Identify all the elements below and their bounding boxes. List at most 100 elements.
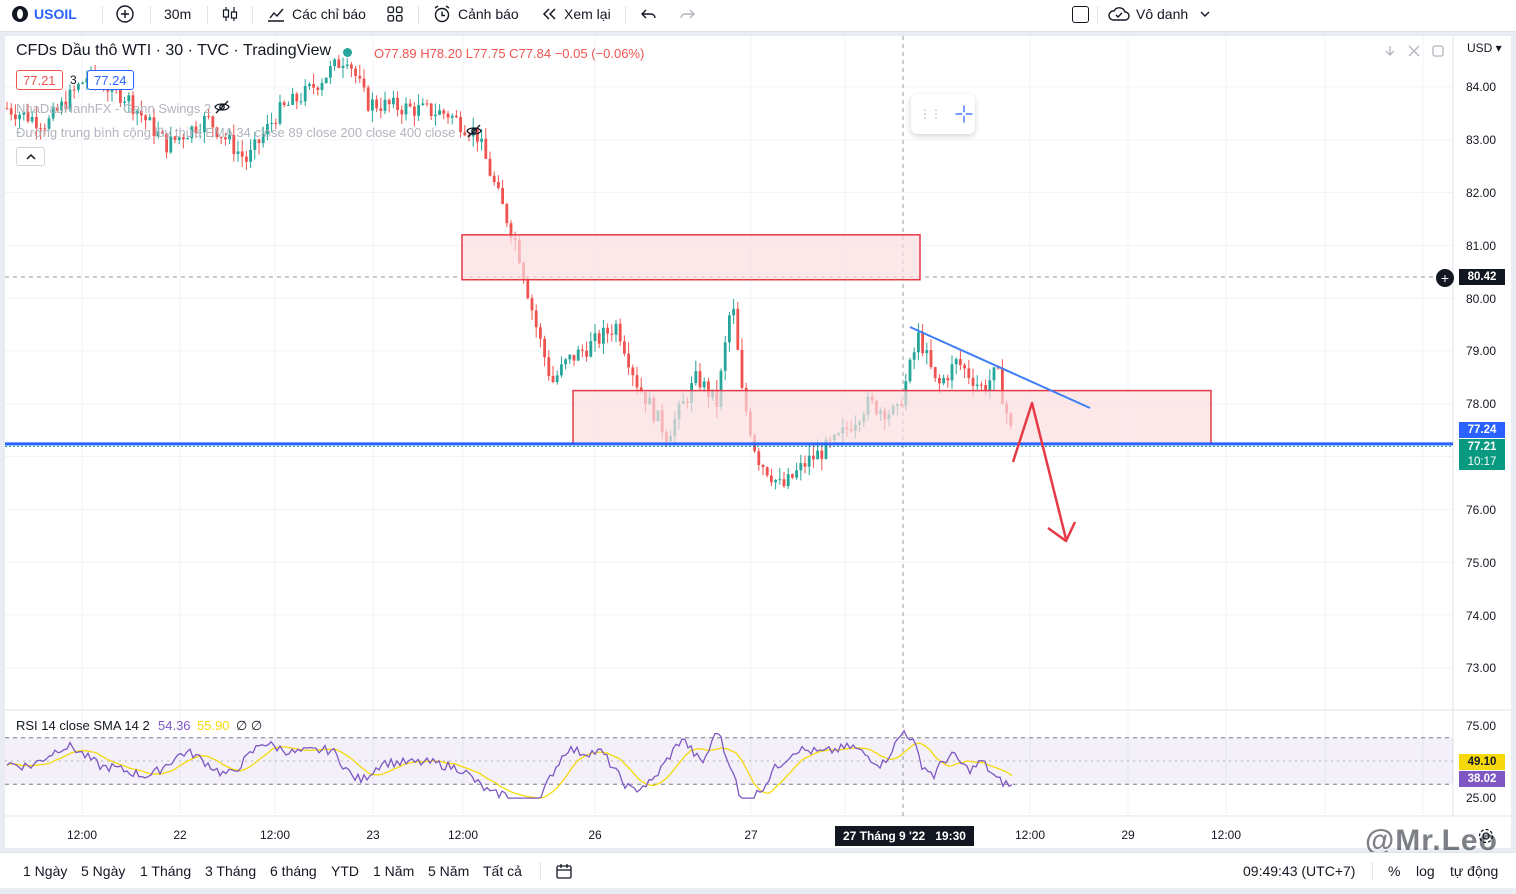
- chart-type-button[interactable]: [220, 0, 240, 28]
- time-axis-label: 12:00: [66, 828, 98, 842]
- alert-button[interactable]: Cảnh báo: [432, 0, 519, 28]
- candle-body: [476, 128, 479, 142]
- eye-off-icon[interactable]: [465, 122, 483, 143]
- candle-body: [169, 136, 173, 153]
- indicator-ema-label: Đường trung bình cộng lũy thừa EMA 34 cl…: [16, 125, 456, 140]
- currency-selector[interactable]: USD ▾: [1467, 41, 1502, 55]
- eye-off-icon[interactable]: [213, 98, 231, 120]
- calendar-range-icon: [556, 864, 572, 879]
- candle-body: [72, 89, 76, 91]
- candle-body: [463, 132, 467, 136]
- candle-body: [501, 188, 504, 205]
- candle-body: [131, 95, 135, 114]
- maximize-pane-icon[interactable]: [1431, 44, 1445, 58]
- candle-body: [967, 368, 971, 378]
- crosshair-icon[interactable]: [953, 101, 975, 127]
- bottom-toolbar: 1 Ngày 5 Ngày 1 Tháng 3 Tháng 6 tháng YTD 1 Nă…: [0, 852, 1516, 888]
- crosshair-plus-button[interactable]: +: [1436, 269, 1454, 287]
- move-down-icon[interactable]: [1383, 44, 1397, 58]
- log-toggle[interactable]: log: [1416, 863, 1435, 879]
- fullscreen-checkbox[interactable]: [1072, 0, 1089, 28]
- candle-body: [329, 66, 332, 78]
- range-button[interactable]: Tất cả: [483, 863, 522, 879]
- indicators-button[interactable]: Các chỉ báo: [266, 0, 366, 28]
- sell-price-button[interactable]: 77.21: [16, 70, 63, 90]
- candle-body: [988, 380, 992, 391]
- time-axis-label: 27: [744, 828, 758, 842]
- auto-scale-toggle[interactable]: tự động: [1450, 863, 1499, 879]
- candle-body: [203, 115, 206, 133]
- candle-body: [177, 137, 181, 140]
- candle-body: [366, 87, 370, 111]
- collapse-pane-icon[interactable]: [1407, 44, 1421, 58]
- candle-body: [127, 95, 131, 102]
- forecast-arrowhead: [1047, 521, 1077, 543]
- candle-body: [728, 315, 731, 343]
- candle-body: [585, 350, 588, 357]
- crosshair-time-label: 27 Tháng 9 '22 19:30: [835, 826, 974, 846]
- range-button[interactable]: 6 tháng: [270, 863, 317, 879]
- candle-body: [303, 86, 307, 102]
- range-button[interactable]: 1 Năm: [373, 863, 415, 879]
- interval-button[interactable]: 30m: [164, 6, 192, 22]
- candle-body: [186, 138, 189, 140]
- range-button[interactable]: 3 Tháng: [205, 863, 257, 879]
- undo-button[interactable]: [640, 0, 658, 28]
- candle-body: [278, 102, 282, 124]
- candle-body: [564, 359, 567, 365]
- candle-body: [429, 103, 433, 117]
- candle-body: [597, 333, 601, 344]
- range-button[interactable]: 5 Năm: [428, 863, 470, 879]
- redo-button[interactable]: [678, 0, 696, 28]
- candle-body: [282, 102, 286, 106]
- compare-button[interactable]: [115, 0, 135, 28]
- candle-body: [312, 83, 315, 88]
- settings-gear-icon[interactable]: [1477, 827, 1495, 845]
- candle-body: [152, 117, 156, 137]
- date-range-button[interactable]: [555, 853, 573, 889]
- range-button[interactable]: YTD: [331, 863, 359, 879]
- clock-timezone[interactable]: 09:49:43 (UTC+7): [1243, 863, 1356, 879]
- alarm-clock-icon: [434, 5, 450, 23]
- candle-body: [404, 103, 408, 115]
- candle-body: [291, 93, 294, 105]
- candle-body: [438, 110, 441, 115]
- candle-body: [106, 90, 110, 92]
- candle-body: [576, 349, 580, 361]
- price-axis-label: 80.00: [1466, 292, 1497, 306]
- chart-canvas[interactable]: [5, 36, 1511, 848]
- watermark: @Mr.Leo: [1365, 824, 1498, 857]
- price-axis-label: 82.00: [1466, 186, 1497, 200]
- market-status-dot: [343, 48, 352, 57]
- candle-countdown: 10:17: [1459, 454, 1505, 470]
- symbol-search[interactable]: USOIL: [12, 0, 77, 28]
- buy-price-button[interactable]: 77.24: [87, 70, 134, 90]
- candle-body: [421, 103, 425, 105]
- drag-handle-icon[interactable]: ⋮⋮: [919, 107, 942, 121]
- range-button[interactable]: 5 Ngày: [81, 863, 126, 879]
- candle-body: [232, 135, 236, 154]
- layout-name-button[interactable]: Vô danh: [1107, 0, 1212, 28]
- replay-button[interactable]: Xem lại: [540, 0, 611, 28]
- spread-value: 3: [70, 73, 77, 87]
- floating-drawing-toolbar[interactable]: ⋮⋮: [911, 94, 975, 134]
- ohlc-values: O77.89 H78.20 L77.75 C77.84 −0.05 (−0.06…: [374, 46, 645, 61]
- range-button[interactable]: 1 Ngày: [23, 863, 68, 879]
- candle-body: [320, 83, 324, 90]
- candle-body: [400, 109, 404, 115]
- percent-toggle[interactable]: %: [1388, 863, 1401, 879]
- candle-body: [77, 83, 80, 90]
- candle-body: [39, 128, 42, 130]
- collapse-legend-button[interactable]: [16, 147, 45, 166]
- candle-body: [123, 101, 126, 103]
- range-button[interactable]: 1 Tháng: [140, 863, 192, 879]
- chart-area[interactable]: CFDs Dầu thô WTI · 30 · TVC · TradingVie…: [5, 36, 1511, 857]
- candle-body: [921, 332, 924, 354]
- price-axis-label: 81.00: [1466, 239, 1497, 253]
- crosshair-price-label: 80.42: [1459, 269, 1505, 285]
- candle-body: [505, 204, 509, 224]
- candle-body: [946, 377, 950, 381]
- candle-body: [996, 367, 1000, 369]
- candle-body: [568, 354, 572, 360]
- layout-templates-button[interactable]: [386, 0, 404, 28]
